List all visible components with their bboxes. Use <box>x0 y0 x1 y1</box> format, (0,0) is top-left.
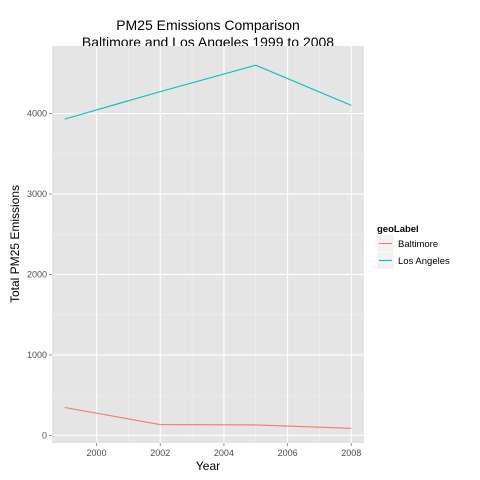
y-tick-label: 1000 <box>27 350 47 360</box>
y-tick-label: 0 <box>42 430 47 440</box>
x-tick-label: 2002 <box>150 448 170 458</box>
legend: geoLabel Baltimore Los Angeles <box>376 224 450 270</box>
legend-label: Baltimore <box>398 239 438 250</box>
legend-title: geoLabel <box>377 224 419 235</box>
grid-major <box>52 46 364 443</box>
plot-panel <box>52 46 364 443</box>
legend-label: Los Angeles <box>398 256 450 267</box>
x-axis-title: Year <box>196 459 220 473</box>
y-tick-label: 3000 <box>27 189 47 199</box>
x-tick-label: 2008 <box>341 448 361 458</box>
x-tick-label: 2004 <box>214 448 234 458</box>
chart-title: PM25 Emissions Comparison <box>116 17 300 33</box>
x-tick-label: 2000 <box>87 448 107 458</box>
series-line-los-angeles <box>64 64 352 120</box>
grid-minor <box>52 46 364 443</box>
y-axis-title: Total PM25 Emissions <box>8 185 22 303</box>
y-tick-label: 2000 <box>27 269 47 279</box>
legend-items: Baltimore Los Angeles <box>376 234 450 270</box>
x-tick-label: 2006 <box>278 448 298 458</box>
y-tick-label: 4000 <box>27 109 47 119</box>
series-layer <box>64 64 352 429</box>
y-axis: 0 1000 2000 3000 4000 <box>27 109 52 440</box>
x-axis: 2000 2002 2004 2006 2008 <box>87 443 361 458</box>
series-line-baltimore <box>64 406 352 429</box>
